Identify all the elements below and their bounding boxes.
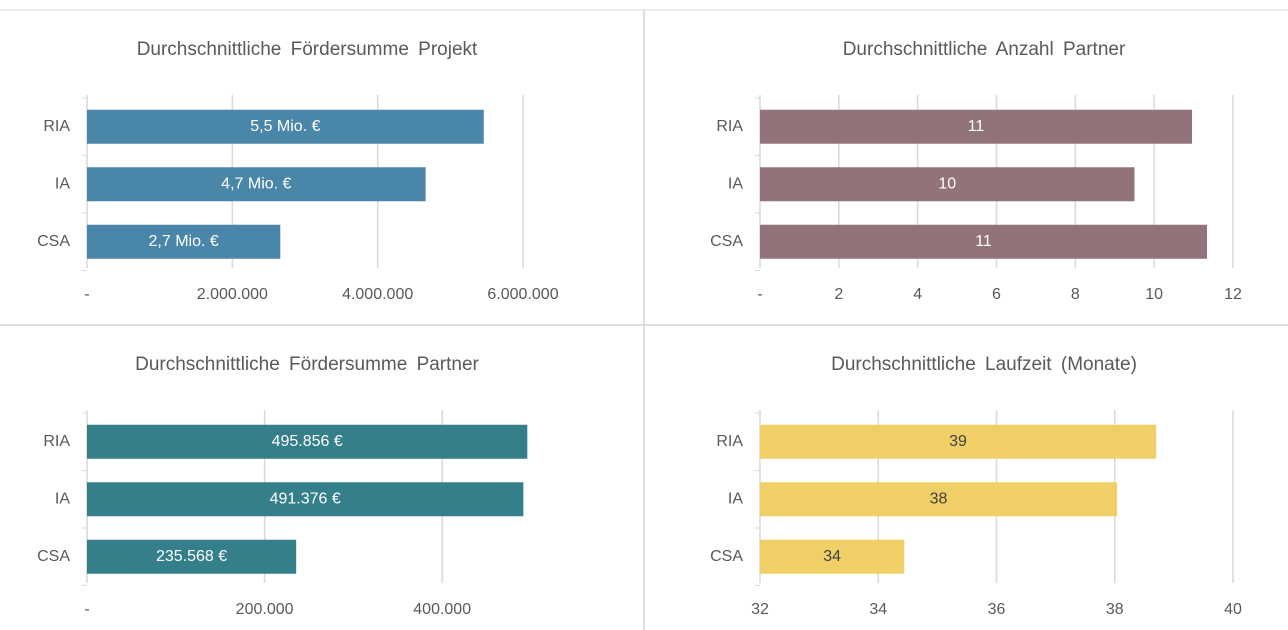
x-tick-label: 40 [1224,601,1242,618]
y-tick-label: RIA [716,433,743,450]
y-tick-label: CSA [710,548,743,565]
y-tick-label: IA [55,490,70,507]
x-tick-label: - [757,286,762,303]
value-label: 235.568 € [156,548,227,565]
x-tick-label: 6 [992,286,1001,303]
value-label: 11 [975,233,992,250]
bar [760,539,905,574]
value-label: 10 [938,175,956,192]
bar [87,482,524,517]
x-tick-label: - [84,601,89,618]
bar [87,224,281,259]
bar [760,167,1135,202]
x-tick-label: 4.000.000 [342,286,413,303]
x-tick-label: 4 [913,286,922,303]
chart-panel: Durchschnittliche Fördersumme Partner - 20… [37,354,528,618]
y-tick-label: RIA [716,118,743,135]
bar [87,167,426,202]
value-label: 11 [968,118,985,135]
x-tick-label: 400.000 [413,601,471,618]
bar [87,109,484,144]
y-tick-label: RIA [43,118,70,135]
y-tick-label: IA [55,175,70,192]
y-tick-label: CSA [710,233,743,250]
y-tick-label: CSA [37,548,70,565]
y-tick-label: CSA [37,233,70,250]
value-label: 495.856 € [272,433,343,450]
bar [760,109,1193,144]
x-tick-label: 38 [1106,601,1124,618]
y-tick-label: IA [728,175,743,192]
y-tick-label: IA [728,490,743,507]
x-tick-label: 34 [869,601,887,618]
value-label: 34 [823,548,841,565]
bar [87,424,528,459]
x-tick-label: 200.000 [236,601,294,618]
value-label: 38 [930,490,948,507]
chart-panel: Durchschnittliche Laufzeit (Monate) 32 34 3… [710,354,1242,618]
chart-panel: Durchschnittliche Anzahl Partner - 2 4 6 8 10 1… [710,39,1242,303]
bar [760,424,1157,459]
x-tick-label: 36 [988,601,1006,618]
x-tick-label: 6.000.000 [487,286,558,303]
chart-title: Durchschnittliche Fördersumme Projekt [137,39,478,60]
x-tick-label: 8 [1071,286,1080,303]
bar [760,224,1207,259]
value-label: 5,5 Mio. € [250,118,320,135]
x-tick-label: 12 [1224,286,1242,303]
chart-title: Durchschnittliche Fördersumme Partner [135,354,479,375]
x-tick-label: 2 [834,286,843,303]
x-tick-label: 32 [751,601,769,618]
x-tick-label: 2.000.000 [197,286,268,303]
chart-title: Durchschnittliche Anzahl Partner [843,39,1126,60]
value-label: 2,7 Mio. € [149,233,219,250]
bar [760,482,1118,517]
chart-panel: Durchschnittliche Fördersumme Projekt - 2.… [37,39,559,303]
x-tick-label: 10 [1145,286,1163,303]
value-label: 4,7 Mio. € [221,175,291,192]
x-tick-label: - [84,286,89,303]
value-label: 491.376 € [270,490,341,507]
chart-title: Durchschnittliche Laufzeit (Monate) [831,354,1137,375]
bar [87,539,297,574]
value-label: 39 [949,433,967,450]
y-tick-label: RIA [43,433,70,450]
